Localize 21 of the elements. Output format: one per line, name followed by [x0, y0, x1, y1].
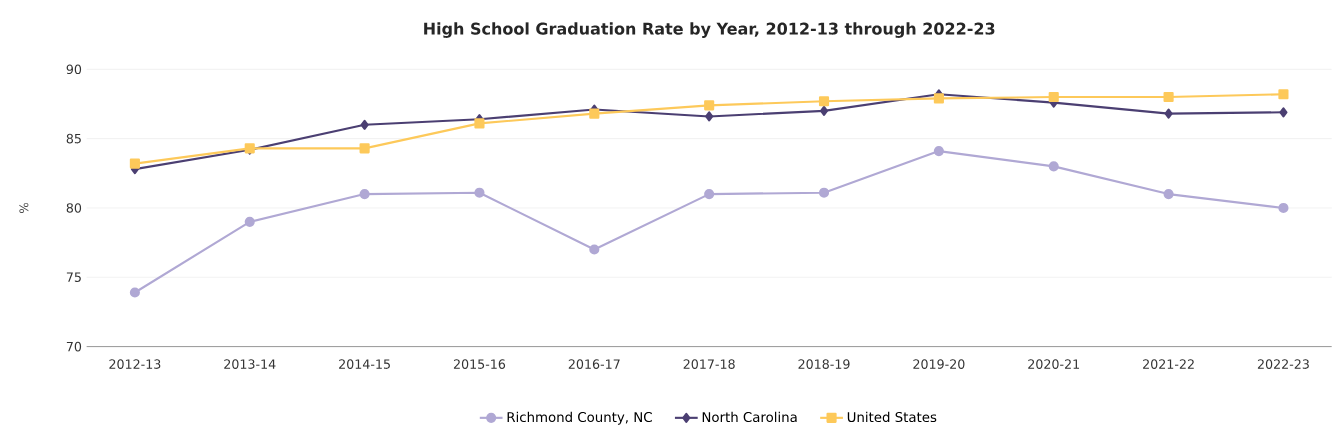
x-tick-label: 2015-16	[453, 359, 506, 369]
x-tick-label: 2021-22	[1143, 359, 1194, 369]
x-tick-label: 2019-20	[913, 359, 965, 369]
x-tick-label: 2016-17	[568, 359, 620, 369]
x-tick-label: 2020-21	[1028, 359, 1080, 369]
x-tick-label: 2022-23	[1257, 359, 1309, 369]
legend-label: North Carolina	[702, 411, 797, 423]
x-tick-label: 2018-19	[798, 359, 850, 369]
legend-label: Richmond County, NC	[507, 411, 652, 425]
chart-title: High School Graduation Rate by Year, 2012-13 through 2022-23	[424, 22, 995, 38]
y-tick-label: 80	[66, 203, 82, 213]
x-tick-label: 2017-18	[683, 359, 735, 369]
legend-label: United States	[847, 411, 937, 423]
y-tick-label: 85	[66, 133, 81, 144]
y-tick-label: 70	[66, 341, 82, 352]
y-tick-label: 90	[66, 64, 82, 75]
y-tick-label: 75	[66, 272, 81, 283]
x-tick-label: 2013-14	[224, 359, 276, 369]
x-tick-label: 2012-13	[109, 359, 161, 369]
x-tick-label: 2014-15	[339, 359, 390, 369]
y-axis-title: %	[19, 202, 29, 214]
